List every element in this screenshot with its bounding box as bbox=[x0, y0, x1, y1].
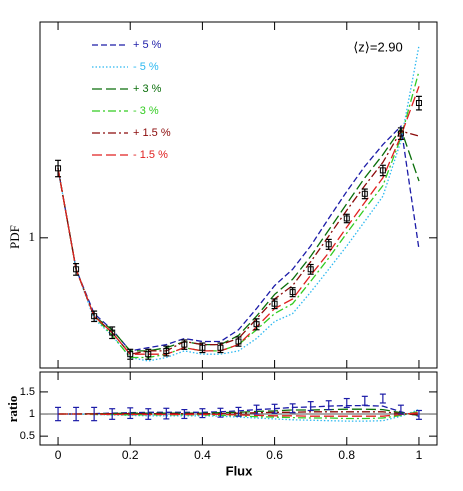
x-tick-label: 0.6 bbox=[266, 448, 283, 462]
legend-label: - 3 % bbox=[133, 105, 159, 117]
data-point bbox=[145, 351, 152, 358]
x-tick-label: 0.4 bbox=[194, 448, 211, 462]
data-point bbox=[127, 351, 134, 358]
legend-label: + 5 % bbox=[133, 39, 162, 51]
data-point bbox=[379, 167, 386, 174]
top-frame bbox=[39, 21, 438, 369]
ratio-label: ratio bbox=[5, 396, 20, 423]
data-point bbox=[253, 321, 260, 328]
data-point bbox=[55, 165, 62, 172]
data-point bbox=[289, 289, 296, 296]
data-point bbox=[235, 338, 242, 345]
data-point bbox=[307, 266, 314, 273]
y-tick-label: 1 bbox=[29, 229, 36, 244]
data-point bbox=[271, 300, 278, 307]
model-line bbox=[57, 124, 420, 352]
y-tick-label: 1.5 bbox=[20, 386, 35, 398]
model-line bbox=[58, 412, 420, 417]
bottom-frame bbox=[39, 371, 438, 446]
data-point bbox=[343, 215, 350, 222]
y-tick-label: 1 bbox=[29, 408, 35, 420]
legend-label: - 5 % bbox=[133, 61, 159, 73]
legend-label: + 1.5 % bbox=[133, 127, 171, 139]
model-line bbox=[57, 130, 420, 355]
data-point bbox=[397, 130, 404, 137]
data-point bbox=[109, 329, 116, 336]
data-point bbox=[361, 190, 368, 197]
data-point bbox=[181, 341, 188, 348]
data-point bbox=[199, 344, 206, 351]
y-tick-label: 0.5 bbox=[20, 430, 35, 442]
data-point bbox=[325, 241, 332, 248]
data-point bbox=[73, 266, 80, 273]
data-point bbox=[217, 344, 224, 351]
x-tick-label: 1 bbox=[416, 448, 423, 462]
legend-label: + 3 % bbox=[133, 83, 162, 95]
data-point bbox=[415, 100, 422, 107]
data-point bbox=[91, 313, 98, 320]
y-label: PDF bbox=[7, 225, 22, 249]
x-tick-label: 0 bbox=[55, 448, 62, 462]
annotation: ⟨z⟩=2.90 bbox=[353, 39, 403, 54]
model-line bbox=[57, 71, 420, 359]
model-line bbox=[57, 127, 420, 352]
legend-label: - 1.5 % bbox=[133, 149, 168, 161]
x-tick-label: 0.8 bbox=[338, 448, 355, 462]
data-point bbox=[163, 347, 170, 354]
x-label: Flux bbox=[226, 463, 253, 478]
x-tick-label: 0.2 bbox=[122, 448, 139, 462]
model-line bbox=[57, 86, 420, 355]
